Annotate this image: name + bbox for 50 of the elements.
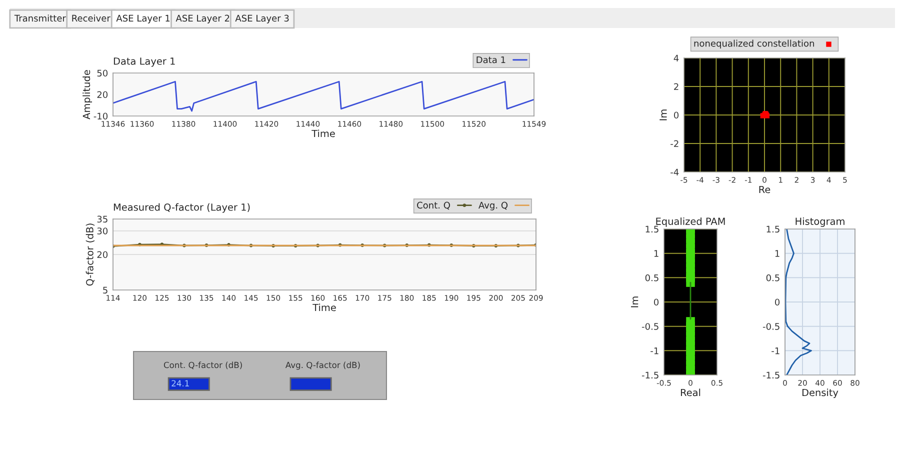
text: ASE Layer 3 bbox=[235, 14, 289, 24]
chart-title: Measured Q-factor (Layer 1) bbox=[114, 203, 250, 213]
text: ASE Layer 1 bbox=[116, 14, 170, 24]
y-tick-label: -1 bbox=[650, 348, 658, 354]
y-tick-label: -1.5 bbox=[762, 372, 780, 379]
y-tick-label: 1.5 bbox=[646, 226, 658, 233]
y-tick-label: 4 bbox=[674, 54, 679, 62]
y-tick-label: -0.5 bbox=[762, 323, 780, 330]
y-tick-label: 0.5 bbox=[645, 274, 658, 282]
y-tick-label: 0 bbox=[674, 112, 679, 119]
y-axis-title: Im bbox=[631, 296, 638, 308]
legend-label: Cont. Q bbox=[417, 202, 450, 210]
y-tick-label: -4 bbox=[670, 168, 679, 176]
line-series bbox=[113, 80, 534, 112]
y-tick-label: 35 bbox=[97, 216, 108, 223]
y-tick-label: -1.5 bbox=[642, 372, 658, 379]
text: 24.1 bbox=[172, 380, 189, 386]
text: Cont. Q-factor (dB) bbox=[164, 362, 242, 370]
y-axis-title: Q-factor (dB) bbox=[86, 224, 95, 286]
legend-label: Avg. Q bbox=[478, 202, 508, 210]
x-axis-title: Time bbox=[312, 130, 335, 138]
text: Avg. Q-factor (dB) bbox=[285, 362, 360, 370]
chart-title: Data Layer 1 bbox=[114, 58, 175, 67]
chart-title: Equalized PAM bbox=[656, 217, 725, 227]
y-axis-title: Amplitude bbox=[82, 70, 92, 120]
y-tick-label: -1 bbox=[772, 348, 780, 354]
y-tick-label: 1 bbox=[775, 250, 780, 257]
y-tick-label: 0.5 bbox=[766, 274, 780, 282]
y-axis-title: Im bbox=[660, 110, 667, 120]
y-tick-label: 2 bbox=[674, 83, 678, 90]
x-axis-title: Density bbox=[802, 388, 838, 398]
y-tick-label: 20 bbox=[97, 91, 108, 98]
y-tick-label: 1.5 bbox=[766, 226, 780, 233]
legend-label: nonequalized constellation bbox=[694, 40, 814, 48]
x-axis-title: Real bbox=[680, 388, 700, 396]
text: ASE Layer 2 bbox=[176, 14, 230, 24]
x-axis-title: Time bbox=[312, 304, 336, 312]
y-tick-label: 50 bbox=[97, 70, 108, 77]
y-tick-label: 5 bbox=[103, 286, 108, 294]
y-tick-label: 20 bbox=[97, 251, 108, 258]
chart-title: Histogram bbox=[796, 217, 844, 227]
y-tick-label: -10 bbox=[94, 112, 108, 120]
y-tick-label: 30 bbox=[97, 228, 108, 234]
x-axis-title: Re bbox=[759, 186, 770, 194]
y-tick-label: 1 bbox=[654, 250, 658, 257]
y-tick-label: -0.5 bbox=[642, 323, 658, 330]
text: Receiver bbox=[72, 14, 110, 22]
legend-label: Data 1 bbox=[476, 56, 506, 64]
text: Transmitter bbox=[14, 14, 66, 22]
y-tick-label: -2 bbox=[670, 140, 678, 147]
